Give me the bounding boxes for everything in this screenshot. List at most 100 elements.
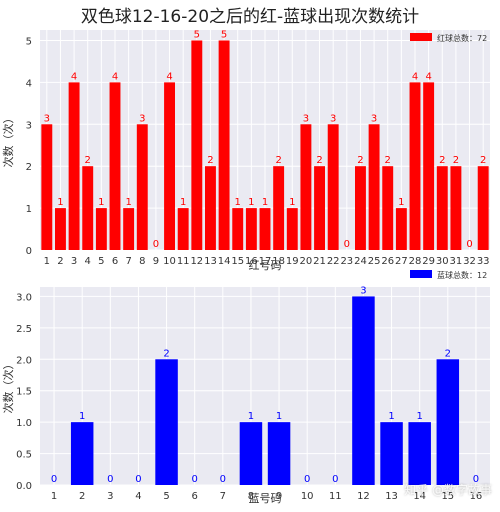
- x-tick-label: 17: [259, 256, 272, 267]
- bar-28: [409, 82, 421, 250]
- value-label: 4: [412, 71, 418, 82]
- value-label: 0: [304, 474, 310, 485]
- value-label: 1: [417, 411, 423, 422]
- x-tick-label: 26: [381, 256, 394, 267]
- value-label: 4: [112, 71, 118, 82]
- value-label: 1: [98, 197, 104, 208]
- bar-17: [259, 208, 271, 250]
- value-label: 1: [289, 197, 295, 208]
- bar-21: [314, 166, 325, 250]
- y-tick-label: 0.5: [16, 450, 32, 461]
- bar-12: [352, 296, 375, 485]
- y-tick-label: 5: [26, 36, 32, 47]
- value-label: 2: [85, 155, 91, 166]
- bar-33: [477, 166, 489, 250]
- x-tick-label: 9: [276, 491, 282, 502]
- value-label: 2: [207, 155, 213, 166]
- y-tick-label: 4: [26, 78, 32, 89]
- x-tick-label: 33: [477, 256, 490, 267]
- x-tick-label: 16: [470, 491, 483, 502]
- chart-title: 双色球12-16-20之后的红-蓝球出现次数统计: [80, 7, 420, 27]
- value-label: 3: [139, 113, 145, 124]
- y-tick-label: 0: [26, 246, 32, 257]
- bar-11: [177, 208, 189, 250]
- value-label: 2: [445, 348, 451, 359]
- value-label: 4: [425, 71, 431, 82]
- x-tick-label: 8: [248, 491, 254, 502]
- x-tick-label: 22: [327, 256, 340, 267]
- x-tick-label: 15: [441, 491, 454, 502]
- y-tick-label: 1.5: [16, 387, 32, 398]
- value-label: 1: [248, 197, 254, 208]
- y-tick-label: 3.0: [16, 292, 32, 303]
- bar-14: [408, 422, 431, 485]
- value-label: 2: [163, 348, 169, 359]
- x-tick-label: 7: [220, 491, 226, 502]
- value-label: 0: [466, 239, 472, 250]
- x-tick-label: 16: [245, 256, 258, 267]
- value-label: 0: [220, 474, 226, 485]
- value-label: 0: [332, 474, 338, 485]
- bar-29: [423, 82, 435, 250]
- value-label: 1: [125, 197, 131, 208]
- bar-16: [245, 208, 257, 250]
- y-tick-label: 2: [26, 162, 32, 173]
- value-label: 1: [57, 197, 63, 208]
- watermark: 知乎 @数字故事: [404, 483, 492, 497]
- bar-3: [68, 82, 80, 250]
- value-label: 1: [276, 411, 282, 422]
- x-tick-label: 1: [44, 256, 50, 267]
- bar-22: [327, 124, 339, 250]
- value-label: 0: [51, 474, 57, 485]
- value-label: 1: [388, 411, 394, 422]
- x-tick-label: 8: [139, 256, 145, 267]
- x-tick-label: 28: [409, 256, 422, 267]
- bar-26: [382, 166, 394, 250]
- value-label: 0: [192, 474, 198, 485]
- bar-2: [70, 422, 94, 485]
- y-tick-label: 0.0: [16, 481, 32, 492]
- bar-25: [368, 124, 380, 250]
- x-tick-label: 12: [190, 256, 203, 267]
- value-label: 3: [44, 113, 50, 124]
- x-tick-label: 31: [450, 256, 463, 267]
- y-axis-label: 次数（次）: [1, 113, 15, 168]
- x-tick-label: 12: [357, 491, 370, 502]
- x-tick-label: 4: [135, 491, 141, 502]
- y-axis-label: 次数（次）: [1, 359, 15, 414]
- x-tick-label: 5: [98, 256, 104, 267]
- x-tick-label: 15: [231, 256, 244, 267]
- bar-15: [436, 359, 460, 485]
- x-tick-label: 3: [71, 256, 77, 267]
- bar-20: [300, 124, 312, 250]
- bar-13: [205, 166, 216, 250]
- bar-4: [82, 166, 94, 250]
- legend-swatch: [410, 33, 432, 41]
- x-tick-label: 13: [385, 491, 398, 502]
- value-label: 3: [330, 113, 336, 124]
- value-label: 5: [194, 29, 200, 40]
- bar-1: [41, 124, 53, 250]
- x-tick-label: 21: [313, 256, 326, 267]
- bar-19: [286, 208, 298, 250]
- value-label: 2: [316, 155, 322, 166]
- x-tick-label: 9: [153, 256, 159, 267]
- bar-24: [355, 166, 366, 250]
- bar-15: [232, 208, 244, 250]
- y-tick-label: 3: [26, 120, 32, 131]
- bar-13: [380, 422, 403, 485]
- x-tick-label: 7: [125, 256, 131, 267]
- x-tick-label: 14: [218, 256, 231, 267]
- bar-10: [164, 82, 175, 250]
- x-tick-label: 19: [286, 256, 299, 267]
- x-tick-label: 18: [272, 256, 285, 267]
- value-label: 0: [344, 239, 350, 250]
- x-tick-label: 11: [329, 491, 342, 502]
- y-tick-label: 1: [26, 204, 32, 215]
- x-tick-label: 13: [204, 256, 217, 267]
- bar-5: [95, 208, 107, 250]
- bar-5: [155, 359, 178, 485]
- y-tick-label: 2.5: [16, 324, 32, 335]
